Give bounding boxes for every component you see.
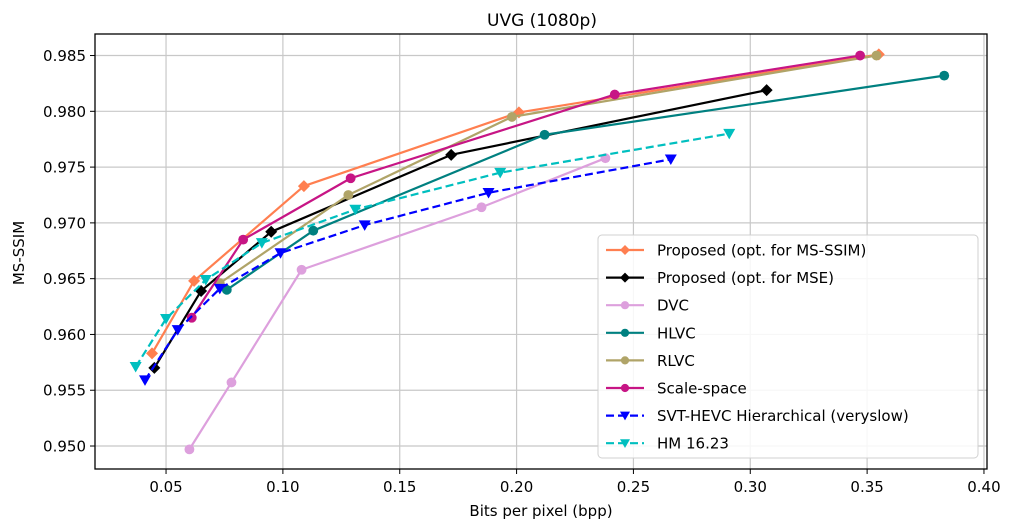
data-point bbox=[296, 264, 307, 275]
x-tick-label: 0.15 bbox=[383, 478, 416, 496]
legend-marker bbox=[620, 272, 630, 283]
y-tick-label: 0.975 bbox=[43, 159, 86, 177]
legend-label: RLVC bbox=[657, 352, 695, 370]
series-line bbox=[226, 74, 945, 291]
legend: Proposed (opt. for MS-SSIM) Proposed (opt… bbox=[597, 234, 979, 459]
y-axis-ticks: 0.950 0.955 0.960 0.965 0.970 0.975 0.980 0.985 bbox=[43, 47, 95, 456]
data-point bbox=[188, 274, 201, 287]
data-point bbox=[609, 89, 620, 100]
data-point bbox=[129, 362, 142, 373]
y-tick-label: 0.985 bbox=[43, 47, 86, 65]
x-tick-label: 0.30 bbox=[734, 478, 767, 496]
series-line bbox=[188, 157, 606, 450]
data-point bbox=[148, 361, 161, 374]
legend-label: HM 16.23 bbox=[657, 435, 729, 453]
data-point bbox=[139, 375, 152, 386]
legend-item: Proposed (opt. for MSE) bbox=[606, 269, 834, 287]
y-tick-label: 0.970 bbox=[43, 214, 86, 232]
y-tick-label: 0.980 bbox=[43, 103, 86, 121]
data-point bbox=[255, 238, 268, 249]
legend-label: DVC bbox=[657, 297, 689, 315]
data-point bbox=[184, 444, 195, 455]
data-point bbox=[760, 84, 773, 97]
legend-label: Proposed (opt. for MSE) bbox=[657, 269, 834, 287]
data-point bbox=[274, 248, 287, 259]
legend-item: Proposed (opt. for MS-SSIM) bbox=[606, 242, 866, 260]
x-tick-label: 0.10 bbox=[266, 478, 299, 496]
legend-marker bbox=[620, 245, 630, 255]
legend-item: SVT-HEVC Hierarchical (veryslow) bbox=[606, 407, 909, 425]
x-tick-label: 0.35 bbox=[850, 478, 883, 496]
legend-item: RLVC bbox=[606, 352, 695, 370]
y-axis-label: MS-SSIM bbox=[10, 221, 28, 285]
y-tick-label: 0.960 bbox=[43, 326, 86, 344]
x-axis-ticks: 0.05 0.10 0.15 0.20 0.25 0.30 0.35 0.40 bbox=[149, 469, 1001, 496]
data-point bbox=[199, 274, 212, 286]
data-point bbox=[445, 148, 458, 161]
legend-label: Scale-space bbox=[657, 380, 747, 398]
chart-title: UVG (1080p) bbox=[487, 11, 597, 31]
data-point bbox=[238, 234, 249, 245]
legend-item: HLVC bbox=[606, 324, 696, 342]
data-point bbox=[297, 180, 310, 193]
legend-marker bbox=[620, 356, 630, 365]
data-point bbox=[358, 220, 371, 231]
series-layer bbox=[129, 48, 950, 455]
data-point bbox=[494, 167, 507, 179]
data-point bbox=[343, 190, 354, 200]
data-point bbox=[171, 325, 184, 336]
legend-item: Scale-space bbox=[606, 380, 747, 398]
series-hm-16-23 bbox=[129, 128, 736, 373]
legend-label: SVT-HEVC Hierarchical (veryslow) bbox=[657, 407, 909, 425]
x-tick-label: 0.40 bbox=[967, 478, 1000, 496]
series-hlvc bbox=[221, 70, 950, 295]
data-point bbox=[855, 50, 866, 61]
data-point bbox=[664, 154, 677, 165]
x-axis-label: Bits per pixel (bpp) bbox=[469, 502, 612, 520]
x-tick-label: 0.25 bbox=[617, 478, 650, 496]
data-point bbox=[221, 284, 232, 295]
legend-marker bbox=[620, 301, 630, 310]
data-point bbox=[213, 283, 226, 295]
legend-marker bbox=[620, 328, 630, 337]
data-point bbox=[871, 50, 882, 61]
series-line bbox=[219, 54, 877, 285]
data-point bbox=[265, 225, 278, 238]
legend-box bbox=[597, 234, 979, 459]
plot-frame bbox=[94, 33, 988, 470]
legend-label: Proposed (opt. for MS-SSIM) bbox=[657, 242, 866, 260]
data-point bbox=[476, 202, 487, 213]
data-point bbox=[160, 314, 173, 325]
data-point bbox=[349, 204, 362, 216]
data-point bbox=[146, 347, 159, 360]
series-svt-hevc-hierarchical-veryslow bbox=[139, 154, 677, 386]
data-point bbox=[226, 377, 237, 388]
data-point bbox=[482, 187, 495, 199]
data-point bbox=[539, 129, 550, 140]
data-point bbox=[939, 70, 950, 81]
y-tick-label: 0.965 bbox=[43, 270, 86, 288]
legend-item: HM 16.23 bbox=[606, 435, 729, 453]
x-tick-label: 0.20 bbox=[500, 478, 533, 496]
y-tick-label: 0.955 bbox=[43, 382, 86, 400]
legend-marker bbox=[620, 383, 630, 393]
legend-marker bbox=[620, 439, 630, 448]
legend-label: HLVC bbox=[657, 324, 696, 342]
y-tick-label: 0.950 bbox=[43, 438, 86, 456]
data-point bbox=[723, 128, 736, 140]
legend-item: DVC bbox=[606, 297, 689, 315]
data-point bbox=[506, 111, 517, 122]
data-point bbox=[308, 225, 319, 236]
series-dvc bbox=[184, 153, 611, 455]
data-point bbox=[345, 173, 356, 184]
x-tick-label: 0.05 bbox=[149, 478, 182, 496]
legend-marker bbox=[620, 411, 630, 421]
